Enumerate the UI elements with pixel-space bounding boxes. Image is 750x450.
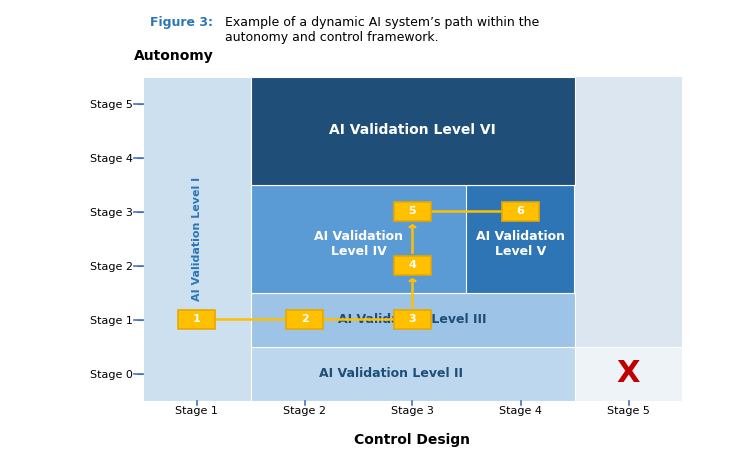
FancyBboxPatch shape [394, 310, 430, 328]
Text: AI Validation
Level IV: AI Validation Level IV [314, 230, 403, 258]
Text: 1: 1 [193, 315, 200, 324]
Text: 5: 5 [409, 207, 416, 216]
Text: AI Validation Level I: AI Validation Level I [191, 176, 202, 301]
Text: Autonomy: Autonomy [134, 49, 214, 63]
Text: AI Validation Level III: AI Validation Level III [338, 313, 487, 326]
FancyBboxPatch shape [503, 202, 538, 220]
Text: 3: 3 [409, 315, 416, 324]
Text: AI Validation
Level V: AI Validation Level V [476, 230, 565, 258]
Text: 2: 2 [301, 315, 308, 324]
FancyBboxPatch shape [178, 310, 214, 328]
FancyBboxPatch shape [394, 256, 430, 274]
Bar [142, 76, 250, 400]
Bar [574, 346, 682, 400]
FancyBboxPatch shape [394, 202, 430, 220]
Text: Control Design: Control Design [355, 433, 470, 447]
Bar [574, 76, 682, 346]
Text: Figure 3:: Figure 3: [150, 16, 213, 29]
Text: AI Validation Level II: AI Validation Level II [319, 367, 463, 380]
Bar [466, 184, 574, 292]
Text: Example of a dynamic AI system’s path within the
autonomy and control framework.: Example of a dynamic AI system’s path wi… [225, 16, 539, 44]
Text: 4: 4 [409, 261, 416, 270]
Bar [251, 76, 574, 184]
Text: 6: 6 [517, 207, 524, 216]
Bar [251, 292, 574, 346]
Text: X: X [616, 359, 640, 388]
FancyBboxPatch shape [286, 310, 322, 328]
Text: AI Validation Level VI: AI Validation Level VI [329, 123, 496, 138]
Bar [251, 346, 574, 400]
Bar [251, 184, 466, 292]
